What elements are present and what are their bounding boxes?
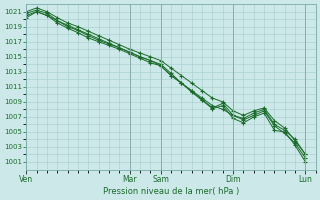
X-axis label: Pression niveau de la mer( hPa ): Pression niveau de la mer( hPa ): [103, 187, 239, 196]
